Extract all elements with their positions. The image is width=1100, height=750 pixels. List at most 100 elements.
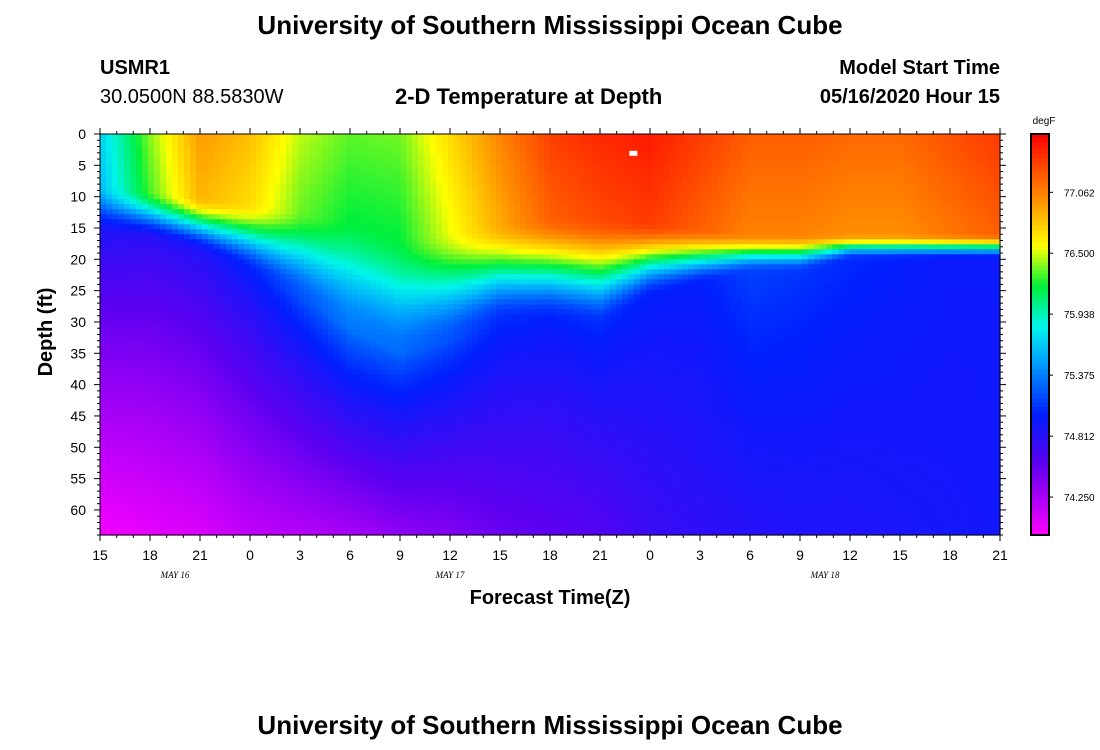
heatmap-cell bbox=[388, 189, 395, 195]
heatmap-cell bbox=[112, 364, 119, 371]
heatmap-cell bbox=[160, 489, 167, 496]
heatmap-cell bbox=[346, 454, 353, 461]
heatmap-cell bbox=[454, 504, 461, 511]
heatmap-cell bbox=[442, 499, 449, 506]
heatmap-cell bbox=[310, 184, 317, 190]
heatmap-cell bbox=[202, 389, 209, 396]
heatmap-cell bbox=[304, 264, 311, 270]
model-start-label: Model Start Time bbox=[839, 57, 1000, 79]
heatmap-cell bbox=[430, 229, 437, 235]
heatmap-cell bbox=[418, 334, 425, 341]
heatmap-cell bbox=[280, 449, 287, 456]
heatmap-cell bbox=[196, 304, 203, 311]
heatmap-cell bbox=[190, 459, 197, 466]
heatmap-cell bbox=[184, 394, 191, 401]
heatmap-cell bbox=[376, 324, 383, 331]
heatmap-cell bbox=[274, 274, 281, 280]
heatmap-cell bbox=[274, 209, 281, 215]
heatmap-cell bbox=[430, 459, 437, 466]
heatmap-cell bbox=[382, 354, 389, 361]
heatmap-cell bbox=[460, 439, 467, 446]
heatmap-cell bbox=[418, 214, 425, 220]
heatmap-cell bbox=[310, 279, 317, 285]
heatmap-cell bbox=[436, 229, 443, 235]
heatmap-cell bbox=[406, 259, 413, 265]
heatmap-cell bbox=[304, 404, 311, 411]
heatmap-cell bbox=[466, 274, 473, 280]
heatmap-cell bbox=[436, 429, 443, 436]
heatmap-cell bbox=[328, 344, 335, 351]
heatmap-cell bbox=[388, 329, 395, 336]
heatmap-cell bbox=[304, 174, 311, 180]
heatmap-cell bbox=[244, 274, 251, 280]
heatmap-cell bbox=[238, 234, 245, 240]
heatmap-cell bbox=[316, 309, 323, 316]
heatmap-cell bbox=[172, 314, 179, 321]
heatmap-cell bbox=[310, 524, 317, 531]
heatmap-cell bbox=[442, 224, 449, 230]
heatmap-cell bbox=[430, 489, 437, 496]
heatmap-cell bbox=[382, 389, 389, 396]
heatmap-cell bbox=[148, 489, 155, 496]
heatmap-cell bbox=[196, 439, 203, 446]
heatmap-cell bbox=[322, 419, 329, 426]
heatmap-cell bbox=[370, 274, 377, 280]
heatmap-cell bbox=[220, 444, 227, 451]
heatmap-cell bbox=[472, 249, 479, 255]
heatmap-cell bbox=[160, 519, 167, 526]
heatmap-cell bbox=[238, 139, 245, 145]
heatmap-cell bbox=[232, 164, 239, 170]
heatmap-cell bbox=[130, 389, 137, 396]
heatmap-cell bbox=[100, 239, 107, 245]
heatmap-cell bbox=[262, 254, 269, 260]
heatmap-cell bbox=[310, 364, 317, 371]
heatmap-cell bbox=[382, 244, 389, 250]
heatmap-cell bbox=[460, 189, 467, 195]
heatmap-cell bbox=[202, 319, 209, 326]
heatmap-cell bbox=[202, 284, 209, 290]
heatmap-cell bbox=[280, 304, 287, 311]
heatmap-cell bbox=[376, 289, 383, 295]
heatmap-cell bbox=[226, 454, 233, 461]
heatmap-cell bbox=[106, 379, 113, 386]
heatmap-cell bbox=[280, 389, 287, 396]
heatmap-cell bbox=[154, 214, 161, 220]
heatmap-cell bbox=[250, 454, 257, 461]
heatmap-cell bbox=[148, 339, 155, 346]
station-coordinates: 30.0500N 88.5830W bbox=[100, 86, 284, 108]
heatmap-cell bbox=[202, 164, 209, 170]
heatmap-cell bbox=[430, 334, 437, 341]
heatmap-cell bbox=[274, 259, 281, 265]
heatmap-cell bbox=[202, 274, 209, 280]
heatmap-cell bbox=[352, 374, 359, 381]
heatmap-cell bbox=[226, 499, 233, 506]
heatmap-cell bbox=[364, 349, 371, 356]
heatmap-cell bbox=[286, 349, 293, 356]
heatmap-cell bbox=[292, 379, 299, 386]
heatmap-cell bbox=[376, 329, 383, 336]
heatmap-cell bbox=[118, 354, 125, 361]
heatmap-cell bbox=[424, 214, 431, 220]
heatmap-cell bbox=[292, 414, 299, 421]
heatmap-cell bbox=[160, 399, 167, 406]
heatmap-cell bbox=[220, 159, 227, 165]
heatmap-cell bbox=[178, 494, 185, 501]
heatmap-cell bbox=[388, 364, 395, 371]
heatmap-cell bbox=[238, 514, 245, 521]
heatmap-cell bbox=[310, 284, 317, 290]
heatmap-cell bbox=[172, 344, 179, 351]
heatmap-cell bbox=[280, 294, 287, 301]
heatmap-cell bbox=[286, 429, 293, 436]
heatmap-cell bbox=[160, 354, 167, 361]
heatmap-cell bbox=[280, 429, 287, 436]
heatmap-cell bbox=[424, 404, 431, 411]
heatmap-cell bbox=[292, 454, 299, 461]
heatmap-cell bbox=[238, 239, 245, 245]
heatmap-cell bbox=[352, 494, 359, 501]
heatmap-cell bbox=[316, 314, 323, 321]
heatmap-cell bbox=[328, 434, 335, 441]
heatmap-cell bbox=[172, 484, 179, 491]
heatmap-cell bbox=[130, 399, 137, 406]
heatmap-cell bbox=[442, 519, 449, 526]
heatmap-cell bbox=[178, 139, 185, 145]
